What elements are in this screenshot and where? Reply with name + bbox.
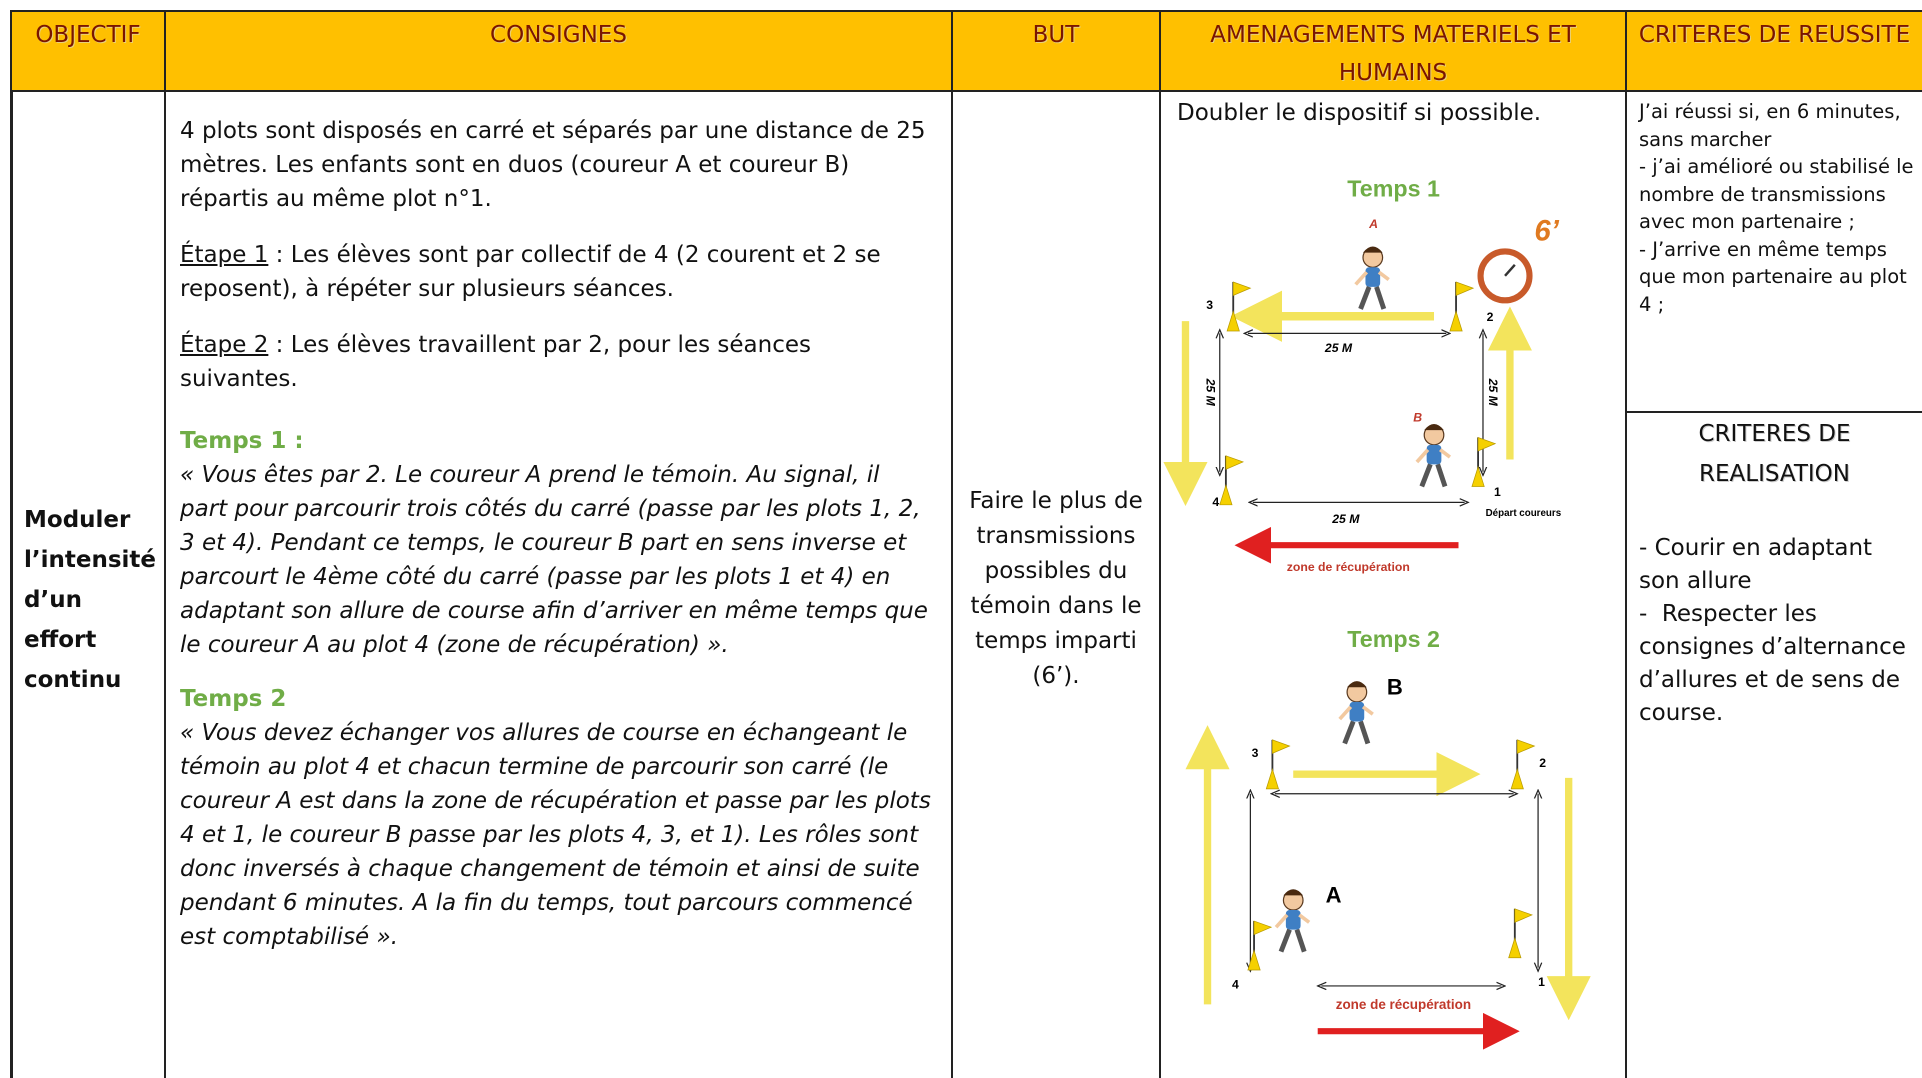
flag (1265, 738, 1291, 790)
header-cell: OBJECTIF (12, 12, 166, 92)
table (10, 10, 1922, 1078)
timer-icon (1477, 248, 1533, 304)
header-text: CONSIGNES (490, 22, 627, 48)
header-text: BUT (1032, 22, 1080, 48)
objectif-cell: Moduler l’intensité d’un effort continu (12, 92, 166, 1078)
step-text: : Les élèves travaillent par 2, pour les… (180, 332, 811, 392)
diagram-title: Temps 2 (1347, 626, 1440, 652)
step-label: Étape 1 (180, 242, 269, 268)
header-text: AMENAGEMENTS MATERIELS ET HUMAINS (1210, 22, 1576, 86)
amenagements-cell: Doubler le dispositif si possible. (1161, 92, 1627, 1078)
timer-hand (1504, 264, 1516, 277)
header-text: CRITERES DE REUSSITE (1638, 22, 1911, 48)
paragraph: « Vous êtes par 2. Le coureur A prend le… (180, 462, 928, 658)
reussite-item: J’ai réussi si, en 6 minutes, sans march… (1639, 100, 1901, 151)
reussite-list: J’ai réussi si, en 6 minutes, sans march… (1639, 98, 1918, 318)
intro-text: Doubler le dispositif si possible. (1177, 100, 1542, 126)
plot-label: 4 (1232, 977, 1239, 991)
paragraph: Étape 2 : Les élèves travaillent par 2, … (180, 328, 931, 396)
step-text: : Les élèves sont par collectif de 4 (2 … (180, 242, 881, 302)
criteres-cell: J’ai réussi si, en 6 minutes, sans march… (1627, 92, 1922, 1078)
runner-label: A (1326, 883, 1342, 908)
plot-label: 2 (1487, 310, 1494, 324)
runner-label: B (1387, 675, 1403, 700)
plot-label: 2 (1539, 756, 1546, 770)
plot-label: 4 (1212, 495, 1219, 509)
flag (1218, 454, 1244, 506)
distance-label: 25 M (1486, 378, 1500, 407)
step-label: Étape 2 (180, 332, 269, 358)
zone-label: zone de récupération (1336, 997, 1471, 1012)
but-text: Faire le plus de transmissions possibles… (969, 488, 1143, 689)
header-cell: CRITERES DE REUSSITE (1627, 12, 1922, 92)
plot-label: 1 (1538, 975, 1545, 989)
runner (1340, 681, 1373, 743)
timer-label: 6’ (1534, 214, 1559, 247)
paragraph: Étape 1 : Les élèves sont par collectif … (180, 238, 931, 306)
flag (1510, 738, 1536, 790)
runner (1356, 246, 1389, 308)
distance-label: 25 M (1324, 341, 1353, 355)
zone-label: zone de récupération (1287, 560, 1410, 574)
diagram-title: Temps 1 (1347, 175, 1440, 201)
distance-label: 25 M (1331, 512, 1360, 526)
flag (1226, 281, 1252, 332)
plot-label: 3 (1252, 746, 1259, 760)
plot-label: 3 (1206, 298, 1213, 312)
objectif-text: Moduler l’intensité d’un effort continu (24, 507, 157, 693)
runner-label: A (1368, 217, 1378, 231)
runner (1417, 424, 1450, 486)
but-cell: Faire le plus de transmissions possibles… (953, 92, 1161, 1078)
reussite-item: - j’ai amélioré ou stabilisé le nombre d… (1639, 155, 1914, 233)
flag (1247, 920, 1273, 971)
reussite-item: - J’arrive en même temps que mon partena… (1639, 237, 1907, 316)
paragraph: « Vous devez échanger vos allures de cou… (180, 720, 931, 950)
distance-label: 25 M (1203, 378, 1217, 407)
realisation-list: - Courir en adaptant son allure - Respec… (1639, 532, 1916, 730)
header-cell: CONSIGNES (166, 12, 953, 92)
divider (1627, 411, 1922, 413)
flag (1449, 281, 1475, 332)
runner (1276, 889, 1309, 951)
diagrams: Temps 1 6’ A B 1 2 3 4 25 M 25 M 25 M 25… (1163, 175, 1591, 1050)
header-cell: BUT (953, 12, 1161, 92)
section-title: Temps 1 : (180, 428, 304, 454)
realisation-item: - Respecter les consignes d’alternance d… (1639, 601, 1914, 726)
paragraph: 4 plots sont disposés en carré et séparé… (180, 118, 926, 212)
realisation-title: CRITERES DE REALISATION (1698, 421, 1851, 487)
header-text: OBJECTIF (35, 22, 141, 48)
consignes-cell: 4 plots sont disposés en carré et séparé… (166, 92, 953, 1078)
section-title: Temps 2 (180, 686, 287, 712)
flag (1507, 907, 1533, 959)
plot-label: 1 (1494, 485, 1501, 499)
realisation-item: - Courir en adaptant son allure (1639, 535, 1873, 594)
header-cell: AMENAGEMENTS MATERIELS ET HUMAINS (1161, 12, 1627, 92)
start-label: Départ coureurs (1486, 508, 1562, 519)
runner-label: B (1413, 411, 1422, 425)
